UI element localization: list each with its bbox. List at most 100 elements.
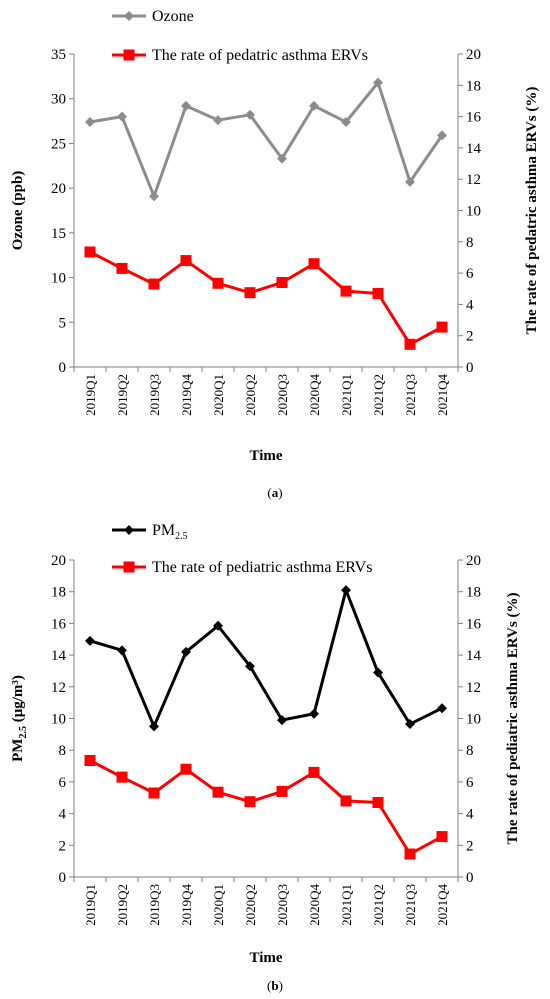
data-point-square [276, 785, 288, 797]
right-tick-label: 18 [466, 585, 481, 601]
series-line-pollutant [89, 588, 443, 728]
right-tick-label: 2 [466, 329, 474, 345]
x-tick-label: 2021Q4 [435, 374, 450, 416]
x-tick-label: 2021Q1 [339, 374, 354, 416]
right-tick-label: 16 [466, 616, 482, 632]
panel-caption-open: ( [267, 485, 271, 500]
legend-swatch-diamond [124, 525, 134, 535]
data-point-square [212, 277, 224, 289]
right-tick-label: 14 [466, 141, 482, 157]
right-axis-title: The rate of pedatric asthma ERVs (%) [524, 87, 540, 335]
left-tick-label: 10 [51, 271, 66, 287]
legend-label: Ozone [152, 8, 194, 25]
panel-caption: (b) [267, 978, 283, 993]
panel-caption: (a) [267, 485, 282, 500]
legend-label-name: Ozone [152, 8, 194, 25]
data-point-square [308, 766, 320, 778]
right-tick-label: 16 [466, 110, 482, 126]
data-point-diamond [117, 111, 127, 122]
data-point-diamond [149, 191, 159, 202]
data-point-diamond [437, 703, 447, 714]
legend-label-name: PM [152, 522, 175, 539]
right-tick-label: 10 [466, 204, 481, 220]
left-tick-label: 4 [59, 807, 67, 823]
right-tick-label: 8 [466, 743, 474, 759]
left-axis-title-unit: (μg/m³) [10, 675, 26, 726]
left-tick-label: 25 [51, 136, 66, 152]
left-tick-label: 8 [59, 743, 67, 759]
legend-swatch-square [123, 561, 135, 573]
left-axis-title-main: PM [10, 739, 26, 762]
panel-caption-close: ) [279, 978, 283, 993]
data-point-diamond [181, 646, 191, 657]
panel-caption-letter: a [272, 485, 279, 500]
x-tick-label: 2021Q1 [339, 884, 354, 926]
x-tick-label: 2021Q3 [403, 374, 418, 416]
chart-panel-a: 0 5 10 15 20 25 30 35 0 2 4 6 8 10 12 14 16 18 20 2019Q1 201… [10, 8, 540, 500]
data-point-square [244, 796, 256, 808]
data-point-diamond [309, 100, 319, 111]
data-point-square [404, 338, 416, 350]
x-tick-label: 2020Q4 [307, 374, 322, 416]
panel-caption-letter: b [271, 978, 278, 993]
left-tick-label: 0 [59, 360, 67, 376]
x-tick-label: 2021Q2 [371, 374, 386, 416]
panel-caption-close: ) [278, 485, 282, 500]
left-tick-label: 35 [51, 47, 66, 63]
left-tick-label: 2 [59, 838, 67, 854]
series-line-asthma-rate [89, 250, 443, 346]
left-tick-label: 15 [51, 226, 66, 242]
x-tick-label: 2019Q3 [147, 884, 162, 926]
x-tick-label: 2019Q4 [179, 374, 194, 416]
right-tick-label: 8 [466, 235, 474, 251]
data-point-diamond [309, 708, 319, 719]
right-tick-label: 0 [466, 870, 474, 886]
legend-swatch-diamond [124, 11, 134, 21]
x-tick-label: 2020Q2 [243, 884, 258, 926]
right-tick-label: 12 [466, 680, 481, 696]
legend-label: PM2.5 [152, 522, 188, 542]
legend-label-name: The rate of pediatric asthma ERVs [152, 559, 372, 576]
data-point-square [436, 831, 448, 843]
left-axis-title-subscript: 2.5 [18, 726, 29, 739]
legend-swatch-square [123, 49, 135, 61]
data-point-diamond [245, 109, 255, 120]
left-tick-label: 0 [59, 870, 67, 886]
data-point-diamond [117, 645, 127, 656]
data-point-diamond [373, 77, 383, 88]
data-point-diamond [437, 130, 447, 141]
right-tick-label: 0 [466, 360, 474, 376]
chart-panel-b: 0 2 4 6 8 10 12 14 16 18 20 0 2 4 6 8 10 12 14 16 18 20 2019Q1… [10, 522, 521, 993]
data-point-square [148, 278, 160, 290]
right-tick-label: 14 [466, 648, 482, 664]
data-point-square [244, 287, 256, 299]
data-point-square [116, 771, 128, 783]
legend-label: The rate of pedatric asthma ERVs [152, 47, 368, 64]
data-point-diamond [277, 153, 287, 164]
data-point-diamond [341, 116, 351, 127]
series-line-pollutant [89, 81, 444, 198]
data-point-square [372, 797, 384, 809]
left-axis-title: PM2.5 (μg/m³) [10, 675, 29, 762]
left-tick-label: 20 [51, 181, 66, 197]
data-point-diamond [181, 100, 191, 111]
data-point-square [340, 285, 352, 297]
x-axis-title: Time [249, 448, 282, 464]
data-point-square [212, 786, 224, 798]
right-tick-label: 4 [466, 297, 474, 313]
data-point-square [308, 258, 320, 270]
right-axis-title: The rate of pediatric asthma ERVs (%) [505, 593, 521, 845]
data-point-square [436, 321, 448, 333]
data-point-square [180, 255, 192, 267]
x-tick-label: 2019Q2 [115, 884, 130, 926]
left-tick-label: 16 [51, 616, 67, 632]
right-tick-label: 2 [466, 838, 474, 854]
data-point-diamond [405, 176, 415, 187]
data-point-square [84, 246, 96, 258]
x-tick-label: 2020Q4 [307, 884, 322, 926]
data-point-diamond [341, 585, 351, 596]
left-tick-label: 10 [51, 712, 66, 728]
data-point-square [84, 755, 96, 767]
data-point-square [180, 763, 192, 775]
